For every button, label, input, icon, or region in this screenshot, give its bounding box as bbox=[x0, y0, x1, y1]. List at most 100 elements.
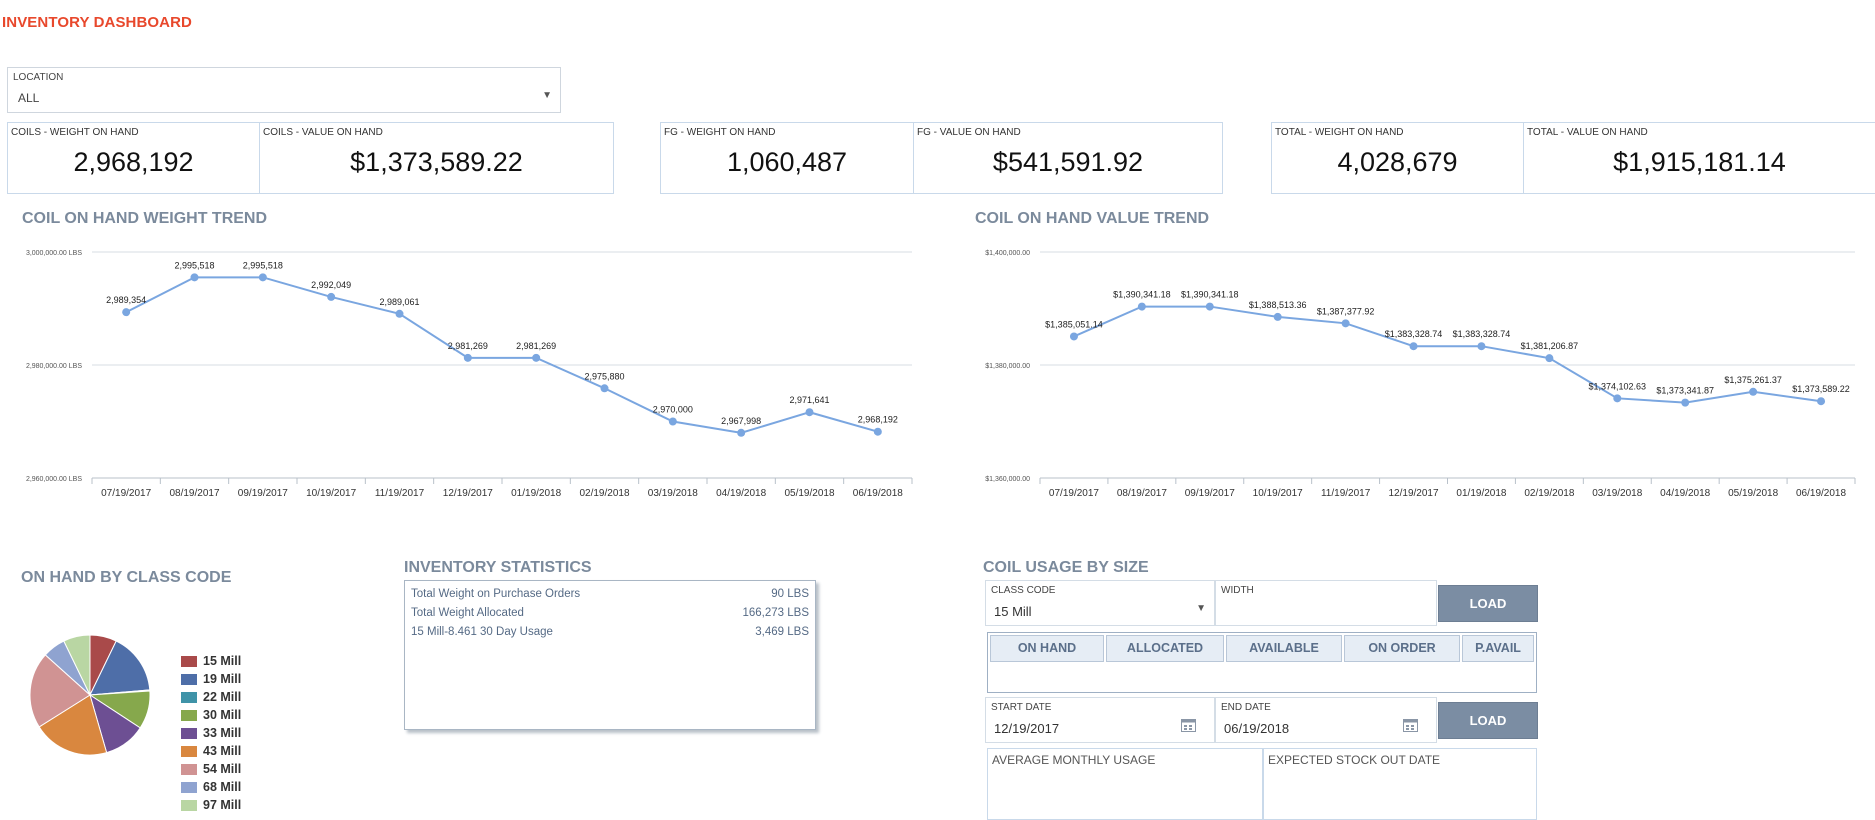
data-point bbox=[395, 309, 404, 318]
stats-row-value: 3,469 LBS bbox=[755, 626, 809, 638]
stats-row-value: 166,273 LBS bbox=[742, 607, 809, 619]
kpi-coils-weight: COILS - WEIGHT ON HAND 2,968,192 bbox=[7, 122, 260, 194]
kpi-label: FG - VALUE ON HAND bbox=[917, 127, 1021, 138]
data-point bbox=[1137, 302, 1146, 311]
kpi-label: TOTAL - WEIGHT ON HAND bbox=[1275, 127, 1404, 138]
tab-on-order[interactable]: ON ORDER bbox=[1344, 635, 1460, 662]
y-tick-label: $1,400,000.00 bbox=[985, 250, 1030, 257]
data-point bbox=[1613, 394, 1622, 403]
class-code-select[interactable]: CLASS CODE 15 Mill ▼ bbox=[985, 580, 1215, 626]
x-tick-label: 02/19/2018 bbox=[579, 488, 629, 499]
stats-title: INVENTORY STATISTICS bbox=[404, 559, 592, 576]
usage-tabs: ON HAND ALLOCATED AVAILABLE ON ORDER P.A… bbox=[987, 632, 1537, 693]
load-button[interactable]: LOAD bbox=[1438, 585, 1538, 622]
pie-slice bbox=[63, 634, 91, 696]
data-point bbox=[190, 273, 199, 282]
value-trend-title: COIL ON HAND VALUE TREND bbox=[975, 210, 1210, 227]
x-tick-label: 02/19/2018 bbox=[1524, 488, 1574, 499]
kpi-value: 2,968,192 bbox=[73, 147, 194, 177]
x-tick-label: 05/19/2018 bbox=[784, 488, 834, 499]
width-field[interactable]: WIDTH bbox=[1215, 580, 1437, 626]
legend-swatch bbox=[181, 674, 197, 685]
legend-label: 19 Mill bbox=[203, 672, 242, 686]
x-tick-label: 11/19/2017 bbox=[375, 488, 425, 499]
x-tick-label: 08/19/2017 bbox=[169, 488, 219, 499]
kpi-total-weight: TOTAL - WEIGHT ON HAND 4,028,679 bbox=[1271, 122, 1524, 194]
expected-stock-out-panel: EXPECTED STOCK OUT DATE bbox=[1263, 748, 1537, 820]
x-tick-label: 01/19/2018 bbox=[1456, 488, 1506, 499]
data-label: 2,971,641 bbox=[789, 395, 829, 405]
kpi-label: COILS - WEIGHT ON HAND bbox=[11, 127, 139, 138]
kpi-label: TOTAL - VALUE ON HAND bbox=[1527, 127, 1648, 138]
data-label: 2,995,518 bbox=[243, 260, 283, 270]
data-label: $1,390,341.18 bbox=[1113, 290, 1171, 300]
location-select[interactable]: LOCATION ALL ▼ bbox=[7, 67, 561, 113]
data-label: 2,989,354 bbox=[106, 295, 146, 305]
calendar-icon[interactable] bbox=[1181, 718, 1196, 732]
data-point bbox=[1069, 332, 1078, 341]
data-label: 2,968,192 bbox=[858, 415, 898, 425]
end-date-value: 06/19/2018 bbox=[1224, 721, 1290, 736]
stats-row-label: 15 Mill-8.461 30 Day Usage bbox=[411, 626, 553, 638]
stats-row: Total Weight Allocated 166,273 LBS bbox=[411, 607, 809, 625]
stats-row-label: Total Weight on Purchase Orders bbox=[411, 588, 581, 600]
kpi-value: 4,028,679 bbox=[1337, 147, 1458, 177]
weight-trend-title: COIL ON HAND WEIGHT TREND bbox=[22, 210, 268, 227]
kpi-label: COILS - VALUE ON HAND bbox=[263, 127, 383, 138]
x-tick-label: 12/19/2017 bbox=[443, 488, 493, 499]
end-date-label: END DATE bbox=[1221, 702, 1271, 713]
y-tick-label: 2,980,000.00 LBS bbox=[26, 363, 82, 370]
kpi-fg-weight: FG - WEIGHT ON HAND 1,060,487 bbox=[660, 122, 914, 194]
class-code-label: CLASS CODE bbox=[991, 585, 1056, 596]
kpi-total-value: TOTAL - VALUE ON HAND $1,915,181.14 bbox=[1523, 122, 1875, 194]
data-label: 2,975,880 bbox=[584, 371, 624, 381]
start-date-value: 12/19/2017 bbox=[994, 721, 1060, 736]
class-code-pie-chart bbox=[29, 634, 151, 756]
y-tick-label: 2,960,000.00 LBS bbox=[26, 476, 82, 483]
legend-swatch bbox=[181, 728, 197, 739]
tab-allocated[interactable]: ALLOCATED bbox=[1106, 635, 1224, 662]
data-point bbox=[805, 408, 814, 417]
data-point bbox=[1477, 342, 1486, 351]
kpi-coils-value: COILS - VALUE ON HAND $1,373,589.22 bbox=[259, 122, 614, 194]
legend-swatch bbox=[181, 800, 197, 811]
legend-label: 30 Mill bbox=[203, 708, 242, 722]
data-point bbox=[600, 384, 609, 393]
legend-swatch bbox=[181, 764, 197, 775]
x-tick-label: 09/19/2017 bbox=[238, 488, 288, 499]
calendar-icon[interactable] bbox=[1403, 718, 1418, 732]
stats-row: 15 Mill-8.461 30 Day Usage 3,469 LBS bbox=[411, 626, 809, 644]
end-date-field[interactable]: END DATE 06/19/2018 bbox=[1215, 697, 1437, 743]
start-date-field[interactable]: START DATE 12/19/2017 bbox=[985, 697, 1215, 743]
x-tick-label: 04/19/2018 bbox=[1660, 488, 1710, 499]
legend-label: 15 Mill bbox=[203, 654, 242, 668]
load-dates-button[interactable]: LOAD bbox=[1438, 702, 1538, 739]
data-label: $1,381,206.87 bbox=[1521, 341, 1579, 351]
data-point bbox=[258, 273, 267, 282]
data-label: $1,387,377.92 bbox=[1317, 306, 1375, 316]
data-label: 2,981,269 bbox=[448, 341, 488, 351]
x-tick-label: 01/19/2018 bbox=[511, 488, 561, 499]
legend-swatch bbox=[181, 710, 197, 721]
x-tick-label: 09/19/2017 bbox=[1185, 488, 1235, 499]
kpi-value: $1,373,589.22 bbox=[350, 147, 523, 177]
data-label: 2,970,000 bbox=[653, 405, 693, 415]
chevron-down-icon: ▼ bbox=[1196, 603, 1206, 614]
tab-on-hand[interactable]: ON HAND bbox=[990, 635, 1104, 662]
tab-available[interactable]: AVAILABLE bbox=[1226, 635, 1342, 662]
series-line bbox=[125, 276, 879, 434]
location-label: LOCATION bbox=[13, 72, 64, 83]
average-monthly-usage-label: AVERAGE MONTHLY USAGE bbox=[992, 753, 1156, 767]
data-label: 2,992,049 bbox=[311, 280, 351, 290]
data-point bbox=[1205, 302, 1214, 311]
data-label: $1,373,341.87 bbox=[1656, 386, 1714, 396]
pie-slice bbox=[38, 694, 108, 756]
expected-stock-out-label: EXPECTED STOCK OUT DATE bbox=[1268, 753, 1441, 767]
tab-p-avail[interactable]: P.AVAIL bbox=[1462, 635, 1534, 662]
data-label: $1,383,328.74 bbox=[1453, 329, 1511, 339]
kpi-value: $541,591.92 bbox=[992, 147, 1144, 177]
legend-label: 68 Mill bbox=[203, 780, 242, 794]
class-code-title: ON HAND BY CLASS CODE bbox=[21, 569, 232, 586]
data-point bbox=[1749, 387, 1758, 396]
chevron-down-icon: ▼ bbox=[542, 90, 552, 101]
